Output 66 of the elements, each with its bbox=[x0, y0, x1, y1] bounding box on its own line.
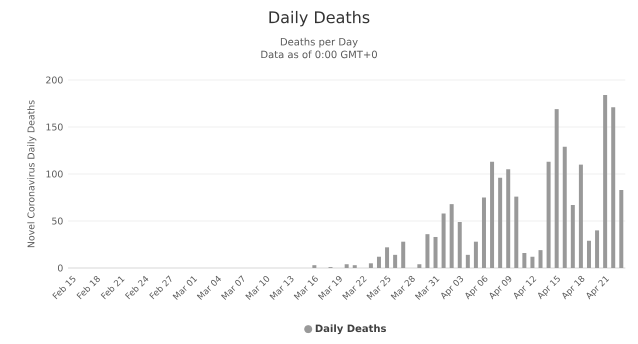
x-tick-label: Feb 24 bbox=[124, 276, 148, 300]
bar bbox=[385, 247, 390, 268]
x-tick-label: Mar 31 bbox=[414, 276, 440, 300]
bar bbox=[474, 242, 478, 268]
bar bbox=[562, 146, 567, 268]
bar bbox=[498, 178, 502, 268]
bar bbox=[417, 264, 422, 268]
bar bbox=[425, 234, 430, 268]
x-tick-label: Mar 13 bbox=[270, 276, 294, 300]
x-tick-label: Mar 25 bbox=[366, 276, 390, 300]
x-tick-label: Mar 04 bbox=[196, 276, 221, 300]
bar bbox=[376, 256, 381, 268]
bar bbox=[393, 254, 398, 268]
y-tick-label: 100 bbox=[46, 170, 63, 178]
y-tick-label: 150 bbox=[46, 123, 63, 131]
bar bbox=[611, 107, 616, 268]
x-tick-label: Apr 15 bbox=[538, 276, 560, 300]
x-tick-label: Mar 16 bbox=[294, 276, 318, 300]
bar bbox=[595, 230, 600, 268]
y-tick-label: 50 bbox=[52, 217, 63, 225]
x-tick-label: Mar 22 bbox=[342, 276, 367, 300]
bar bbox=[506, 169, 510, 268]
bar bbox=[401, 242, 406, 268]
bar bbox=[554, 109, 559, 268]
bar bbox=[442, 213, 446, 268]
bar bbox=[312, 265, 316, 268]
x-tick-label: Feb 18 bbox=[76, 276, 100, 300]
legend-label: Daily Deaths bbox=[316, 324, 386, 334]
bar bbox=[344, 264, 349, 268]
x-tick-label: Apr 18 bbox=[562, 276, 584, 300]
x-tick-label: Mar 19 bbox=[318, 276, 342, 300]
x-tick-label: Feb 21 bbox=[100, 276, 125, 300]
bar bbox=[538, 250, 543, 268]
x-tick-label: Mar 07 bbox=[221, 275, 244, 300]
x-tick-label: Apr 03 bbox=[441, 276, 464, 300]
x-tick-label: Mar 28 bbox=[390, 276, 415, 300]
y-tick-label: 200 bbox=[46, 76, 63, 84]
bar bbox=[586, 240, 591, 268]
bar bbox=[530, 256, 534, 268]
bar bbox=[434, 236, 438, 268]
bar bbox=[570, 205, 575, 268]
bar bbox=[490, 162, 494, 268]
bar bbox=[368, 263, 373, 268]
bar bbox=[514, 196, 518, 268]
x-tick-label: Apr 06 bbox=[465, 276, 488, 300]
chart-subtitle: Deaths per Day Data as of 0:00 GMT+0 bbox=[261, 38, 377, 58]
bar bbox=[458, 222, 462, 268]
bar bbox=[603, 95, 608, 268]
bar bbox=[352, 265, 357, 268]
bar bbox=[619, 190, 624, 268]
bar bbox=[578, 164, 583, 268]
bar bbox=[522, 252, 526, 268]
bar bbox=[466, 254, 470, 268]
bar bbox=[546, 162, 551, 268]
y-axis-title: Novel Coronavirus Daily Deaths bbox=[27, 100, 36, 248]
y-tick-label: 0 bbox=[58, 264, 63, 272]
x-tick-label: Apr 21 bbox=[586, 276, 610, 300]
x-tick-label: Feb 27 bbox=[149, 275, 172, 300]
bar bbox=[450, 204, 454, 268]
x-tick-label: Apr 09 bbox=[490, 276, 512, 300]
x-tick-label: Apr 12 bbox=[514, 276, 536, 300]
x-tick-label: Mar 10 bbox=[245, 276, 270, 300]
x-tick-label: Feb 15 bbox=[52, 276, 76, 300]
x-tick-label: Mar 01 bbox=[172, 276, 198, 300]
bar bbox=[482, 198, 486, 268]
chart-title: Daily Deaths bbox=[269, 10, 370, 26]
